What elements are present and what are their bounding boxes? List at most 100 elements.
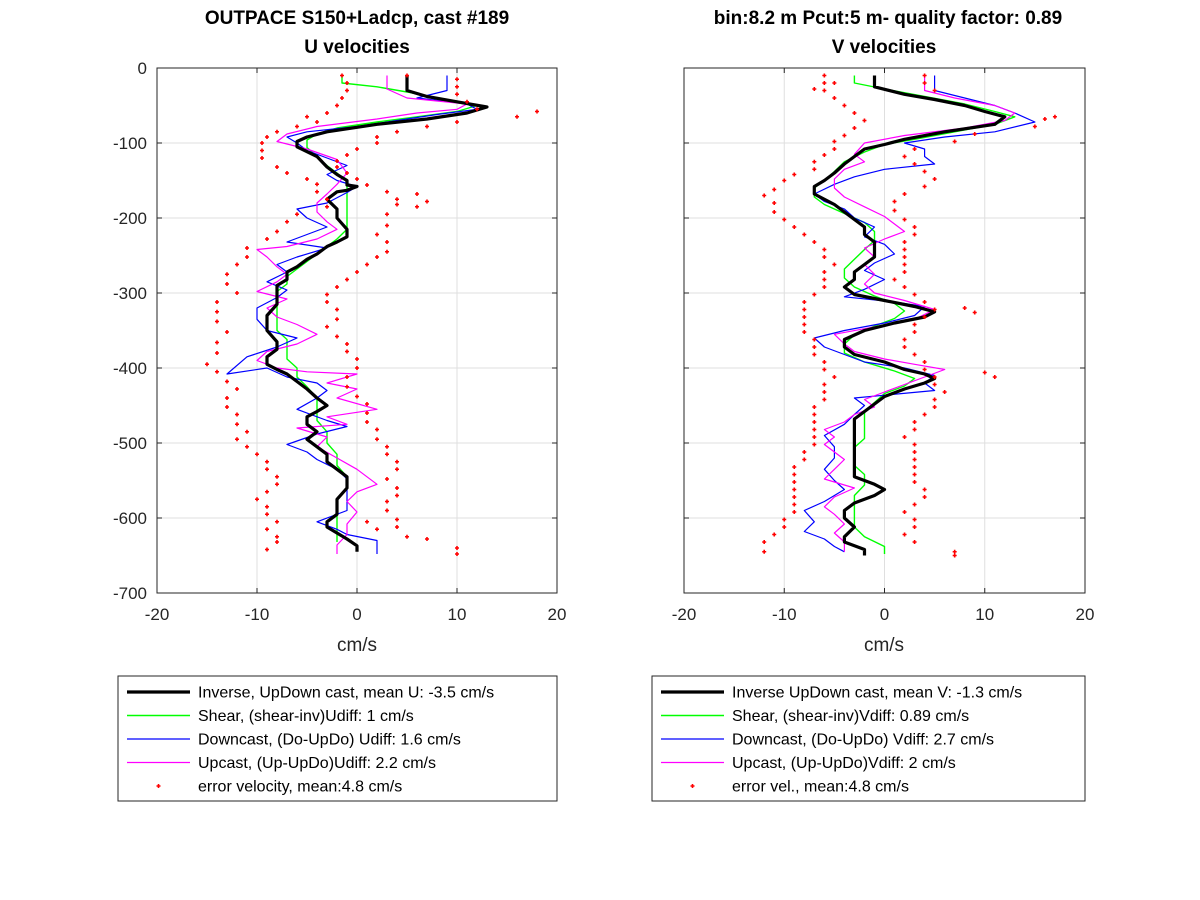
v-error-velocity-point	[912, 330, 917, 334]
u-error-velocity-point	[535, 109, 539, 114]
v-error-velocity-point	[902, 345, 907, 349]
v-error-velocity-point	[812, 405, 817, 409]
v-error-velocity-point	[792, 510, 797, 514]
u-error-velocity-point	[395, 467, 399, 472]
u-error-velocity-point	[235, 291, 239, 295]
v-x-tick-label: -20	[672, 605, 697, 624]
u-error-velocity-point	[365, 183, 369, 187]
v-error-velocity-point	[922, 315, 927, 319]
u-error-velocity-point	[355, 147, 359, 151]
v-error-velocity-point	[842, 103, 847, 108]
v-error-velocity-point	[812, 292, 817, 297]
v-error-velocity-point	[972, 132, 977, 136]
v-error-velocity-point	[922, 81, 927, 85]
u-legend-label-downcast: Downcast, (Do-UpDo) Udiff: 1.6 cm/s	[198, 732, 461, 749]
v-y-ticks	[684, 67, 1085, 594]
v-legend-box	[651, 675, 1086, 802]
u-error-velocity-point	[375, 527, 379, 532]
u-y-tick-label: -300	[113, 284, 147, 303]
u-error-velocity-point	[215, 309, 219, 314]
u-error-velocity-point	[305, 177, 309, 181]
u-error-velocity-point	[415, 192, 419, 196]
u-error-velocity-point	[395, 486, 399, 490]
u-error-velocity-point	[315, 189, 319, 194]
v-error-velocity-point	[912, 472, 917, 477]
v-error-velocity-point	[802, 300, 807, 304]
u-error-velocity-point	[385, 240, 389, 244]
u-x-tick-label: -10	[245, 605, 270, 624]
v-error-velocity-point	[932, 375, 937, 379]
u-x-tick-label: -20	[145, 605, 170, 624]
u-error-velocity-point	[385, 499, 389, 504]
v-error-velocity-point	[912, 502, 917, 507]
v-error-velocity-point	[912, 232, 917, 237]
v-error-velocity-point	[812, 159, 817, 164]
v-error-velocity-point	[912, 457, 917, 462]
v-error-velocity-point	[802, 307, 807, 312]
u-error-velocity-point	[340, 73, 344, 78]
v-error-velocity-point	[922, 169, 927, 174]
u-error-velocity-point	[275, 482, 279, 487]
u-error-velocity-point	[395, 202, 399, 207]
v-legend-label-shear: Shear, (shear-inv)Vdiff: 0.89 cm/s	[732, 708, 969, 725]
u-error-velocity-point	[395, 493, 399, 498]
u-error-velocity-point	[455, 84, 459, 89]
v-error-velocity-point	[912, 517, 917, 522]
v-error-velocity-point	[832, 262, 837, 267]
v-error-velocity-point	[792, 172, 797, 177]
v-error-velocity-point	[892, 208, 897, 213]
v-plot-series	[762, 73, 1057, 558]
u-error-velocity-point	[355, 177, 359, 181]
u-error-velocity-point	[335, 103, 339, 108]
v-legend-label-inverse: Inverse UpDown cast, mean V: -1.3 cm/s	[732, 685, 1022, 702]
v-error-velocity-point	[792, 472, 797, 477]
v-error-velocity-point	[922, 300, 927, 304]
u-error-velocity-point	[260, 148, 264, 153]
v-error-velocity-point	[822, 81, 827, 85]
v-error-velocity-point	[812, 240, 817, 244]
v-error-velocity-point	[772, 532, 777, 537]
u-x-ticks: -20 -10 0 10 20	[145, 68, 566, 624]
u-error-velocity-point	[235, 412, 239, 417]
v-error-velocity-point	[922, 412, 927, 417]
v-error-velocity-point	[962, 306, 967, 310]
v-error-velocity-point	[832, 375, 837, 379]
u-error-velocity-point	[255, 497, 259, 502]
v-error-velocity-point	[812, 345, 817, 349]
v-x-tick-label: 20	[1076, 605, 1095, 624]
u-error-velocity-point	[325, 300, 329, 304]
u-error-velocity-point	[340, 96, 344, 100]
u-series-downcast	[226, 75, 478, 554]
u-error-velocity-point	[265, 512, 269, 517]
u-error-velocity-point	[225, 282, 229, 286]
u-error-velocity-point	[265, 237, 269, 241]
u-error-velocity-point	[260, 156, 264, 160]
u-error-velocity-point	[385, 444, 389, 449]
u-y-ticks: 0 -100 -200 -300 -400 -500 -600 -700	[113, 59, 557, 603]
v-error-velocity-point	[832, 96, 837, 100]
u-error-velocity-point	[215, 340, 219, 345]
v-error-velocity-point	[792, 465, 797, 469]
v-error-velocity-point	[922, 367, 927, 372]
u-error-velocity-point	[305, 114, 309, 119]
u-error-velocity-point	[365, 402, 369, 406]
v-error-velocity-point	[822, 73, 827, 78]
u-legend-label-upcast: Upcast, (Up-UpDo)Udiff: 2.2 cm/s	[198, 755, 436, 772]
v-error-velocity-point	[832, 81, 837, 85]
v-error-velocity-point	[932, 382, 937, 387]
u-error-velocity-point	[385, 508, 389, 513]
u-error-velocity-point	[385, 452, 389, 457]
v-error-velocity-point	[902, 262, 907, 267]
u-error-velocity-point	[415, 204, 419, 209]
v-error-velocity-point	[912, 450, 917, 454]
v-error-velocity-point	[932, 307, 937, 312]
v-error-velocity-point	[912, 540, 917, 544]
v-error-velocity-point	[902, 192, 907, 196]
v-error-velocity-point	[912, 162, 917, 166]
u-chart-title: OUTPACE S150+Ladcp, cast #189	[205, 8, 509, 29]
v-error-velocity-point	[782, 525, 787, 529]
v-error-velocity-point	[922, 73, 927, 78]
u-error-velocity-point	[325, 204, 329, 209]
u-x-axis-label: cm/s	[337, 635, 377, 656]
v-error-velocity-point	[902, 255, 907, 259]
